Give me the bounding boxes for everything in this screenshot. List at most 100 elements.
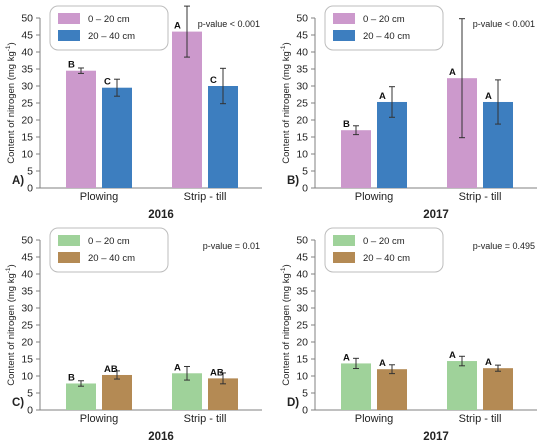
- y-axis-title-superscript: -1: [5, 45, 12, 51]
- y-tick-label: 40: [21, 269, 33, 281]
- significance-letter: A: [449, 350, 456, 361]
- y-tick-label: 50: [21, 13, 33, 25]
- y-tick-label: 40: [296, 47, 308, 59]
- y-tick-label: 45: [296, 30, 308, 42]
- legend-entry: 20 – 40 cm: [363, 253, 410, 264]
- y-axis-title-superscript: -1: [5, 267, 12, 273]
- y-axis-title: Content of nitrogen (mg kg-1): [5, 264, 17, 385]
- x-category-label: Plowing: [80, 191, 119, 203]
- y-axis-title-superscript: -1: [280, 45, 287, 51]
- y-tick-label: 10: [21, 371, 33, 383]
- y-tick-label: 35: [296, 64, 308, 76]
- significance-letter: A: [449, 67, 456, 78]
- chart-panel: 0 5 10 15 20 25 30 35 40 45 50 Content of nitrogen …: [5, 227, 262, 442]
- bar: [341, 363, 371, 410]
- y-tick-label: 15: [296, 354, 308, 366]
- y-tick-label: 35: [296, 286, 308, 298]
- legend-box: [324, 5, 444, 51]
- y-axis-title-close: ): [6, 264, 17, 267]
- significance-letter: A: [379, 91, 386, 102]
- y-tick-label: 15: [21, 354, 33, 366]
- y-axis-title-main: Content of nitrogen (mg kg: [6, 273, 17, 385]
- y-tick-label: 40: [296, 269, 308, 281]
- legend-box: [49, 227, 169, 273]
- y-tick-label: 10: [21, 149, 33, 161]
- panel-label: A): [12, 175, 24, 187]
- y-axis-title: Content of nitrogen (mg kg-1): [5, 42, 17, 163]
- legend-swatch: [58, 235, 80, 246]
- p-value-label: p-value < 0.001: [198, 19, 260, 29]
- p-value-label: p-value = 0.01: [203, 241, 260, 251]
- x-category-label: Strip - till: [184, 191, 227, 203]
- bar: [377, 369, 407, 410]
- y-tick-label: 0: [27, 405, 33, 417]
- y-tick-label: 10: [296, 149, 308, 161]
- y-tick-label: 40: [21, 47, 33, 59]
- legend-swatch: [333, 30, 355, 41]
- x-category-label: Plowing: [355, 191, 394, 203]
- panel-label: D): [287, 397, 299, 409]
- x-category-label: Plowing: [80, 413, 119, 425]
- year-label: 2016: [148, 431, 174, 442]
- y-axis-title-main: Content of nitrogen (mg kg: [281, 273, 292, 385]
- bar: [102, 87, 132, 188]
- legend-entry: 20 – 40 cm: [363, 31, 410, 42]
- significance-letter: A: [174, 362, 181, 373]
- bar: [447, 361, 477, 410]
- y-tick-label: 0: [27, 183, 33, 195]
- legend-entry: 0 – 20 cm: [88, 14, 130, 25]
- y-axis-title-close: ): [281, 42, 292, 45]
- y-tick-label: 45: [21, 252, 33, 264]
- legend-box: [324, 227, 444, 273]
- p-value-label: p-value = 0.495: [473, 241, 535, 251]
- legend-swatch: [333, 252, 355, 263]
- legend-entry: 0 – 20 cm: [88, 236, 130, 247]
- y-tick-label: 20: [21, 115, 33, 127]
- y-tick-label: 15: [296, 132, 308, 144]
- bar: [172, 31, 202, 188]
- p-value-label: p-value < 0.001: [473, 19, 535, 29]
- year-label: 2016: [148, 209, 174, 221]
- y-tick-label: 30: [21, 81, 33, 93]
- y-tick-label: 25: [21, 320, 33, 332]
- year-label: 2017: [423, 209, 449, 221]
- x-category-label: Plowing: [355, 413, 394, 425]
- y-tick-label: 30: [296, 81, 308, 93]
- y-tick-label: 20: [296, 115, 308, 127]
- bar: [66, 383, 96, 410]
- significance-letter: A: [485, 91, 492, 102]
- y-axis-title-close: ): [6, 42, 17, 45]
- x-category-label: Strip - till: [459, 413, 502, 425]
- y-tick-label: 50: [296, 235, 308, 247]
- significance-letter: A: [485, 357, 492, 368]
- y-tick-label: 0: [302, 405, 308, 417]
- bar: [66, 70, 96, 188]
- legend-swatch: [333, 13, 355, 24]
- significance-letter: AB: [104, 364, 118, 375]
- y-tick-label: 45: [296, 252, 308, 264]
- y-tick-label: 5: [302, 166, 308, 178]
- legend-swatch: [58, 13, 80, 24]
- y-tick-label: 5: [27, 166, 33, 178]
- y-tick-label: 15: [21, 132, 33, 144]
- chart-panel: 0 5 10 15 20 25 30 35 40 45 50 Content of nitrogen …: [280, 5, 537, 221]
- x-category-label: Strip - till: [184, 413, 227, 425]
- bar: [341, 130, 371, 188]
- chart-panel: 0 5 10 15 20 25 30 35 40 45 50 Content of nitrogen …: [5, 5, 262, 221]
- significance-letter: AB: [210, 367, 224, 378]
- y-tick-label: 20: [296, 337, 308, 349]
- significance-letter: B: [68, 372, 75, 383]
- y-tick-label: 0: [302, 183, 308, 195]
- y-tick-label: 10: [296, 371, 308, 383]
- y-tick-label: 50: [296, 13, 308, 25]
- y-tick-label: 25: [296, 320, 308, 332]
- y-tick-label: 5: [27, 388, 33, 400]
- legend-entry: 0 – 20 cm: [363, 14, 405, 25]
- legend-swatch: [333, 235, 355, 246]
- y-tick-label: 35: [21, 286, 33, 298]
- panel-label: B): [287, 175, 299, 187]
- legend-entry: 0 – 20 cm: [363, 236, 405, 247]
- bar: [102, 374, 132, 410]
- y-tick-label: 50: [21, 235, 33, 247]
